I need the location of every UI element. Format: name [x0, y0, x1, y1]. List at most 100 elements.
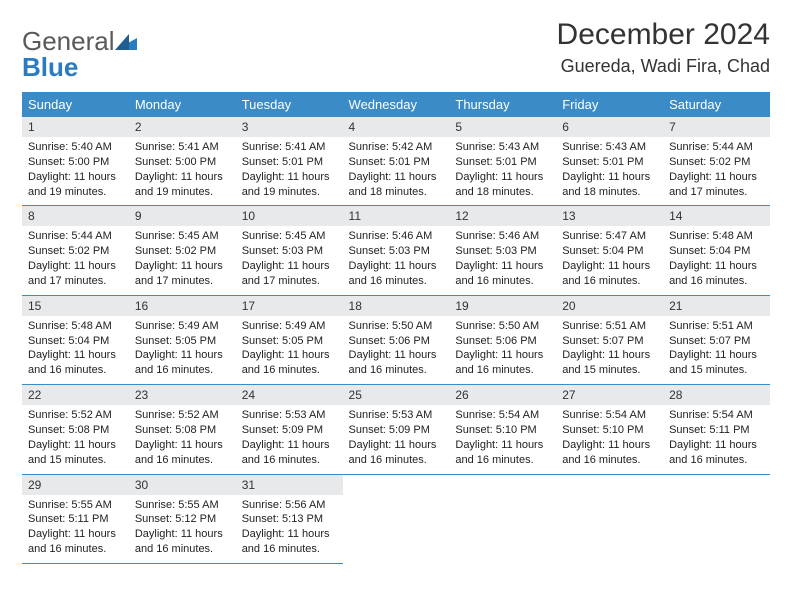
location: Guereda, Wadi Fira, Chad [557, 56, 770, 77]
day-details: Sunrise: 5:43 AMSunset: 5:01 PMDaylight:… [556, 137, 663, 205]
day-details: Sunrise: 5:46 AMSunset: 5:03 PMDaylight:… [343, 226, 450, 294]
calendar-week-row: 8Sunrise: 5:44 AMSunset: 5:02 PMDaylight… [22, 206, 770, 295]
calendar-day-cell: 25Sunrise: 5:53 AMSunset: 5:09 PMDayligh… [343, 385, 450, 474]
day-details: Sunrise: 5:51 AMSunset: 5:07 PMDaylight:… [556, 316, 663, 384]
day-number: 25 [343, 385, 450, 405]
calendar-day-cell: 23Sunrise: 5:52 AMSunset: 5:08 PMDayligh… [129, 385, 236, 474]
day-details: Sunrise: 5:41 AMSunset: 5:01 PMDaylight:… [236, 137, 343, 205]
day-number: 19 [449, 296, 556, 316]
day-details: Sunrise: 5:56 AMSunset: 5:13 PMDaylight:… [236, 495, 343, 563]
day-number: 17 [236, 296, 343, 316]
day-number: 7 [663, 117, 770, 137]
calendar-day-cell: 7Sunrise: 5:44 AMSunset: 5:02 PMDaylight… [663, 117, 770, 206]
logo: General Blue [22, 28, 137, 80]
calendar-day-cell: 13Sunrise: 5:47 AMSunset: 5:04 PMDayligh… [556, 206, 663, 295]
title-block: December 2024 Guereda, Wadi Fira, Chad [557, 18, 770, 77]
calendar-day-cell: 29Sunrise: 5:55 AMSunset: 5:11 PMDayligh… [22, 474, 129, 563]
calendar-day-cell: 3Sunrise: 5:41 AMSunset: 5:01 PMDaylight… [236, 117, 343, 206]
calendar-day-cell [343, 474, 450, 563]
weekday-header: Tuesday [236, 92, 343, 117]
day-details: Sunrise: 5:54 AMSunset: 5:10 PMDaylight:… [449, 405, 556, 473]
day-number: 8 [22, 206, 129, 226]
day-details: Sunrise: 5:44 AMSunset: 5:02 PMDaylight:… [22, 226, 129, 294]
day-details: Sunrise: 5:48 AMSunset: 5:04 PMDaylight:… [22, 316, 129, 384]
day-details: Sunrise: 5:43 AMSunset: 5:01 PMDaylight:… [449, 137, 556, 205]
calendar-day-cell: 11Sunrise: 5:46 AMSunset: 5:03 PMDayligh… [343, 206, 450, 295]
day-number: 24 [236, 385, 343, 405]
day-details: Sunrise: 5:48 AMSunset: 5:04 PMDaylight:… [663, 226, 770, 294]
calendar-day-cell: 31Sunrise: 5:56 AMSunset: 5:13 PMDayligh… [236, 474, 343, 563]
logo-word-blue: Blue [22, 52, 78, 82]
calendar-day-cell: 16Sunrise: 5:49 AMSunset: 5:05 PMDayligh… [129, 295, 236, 384]
calendar-day-cell: 20Sunrise: 5:51 AMSunset: 5:07 PMDayligh… [556, 295, 663, 384]
day-details: Sunrise: 5:50 AMSunset: 5:06 PMDaylight:… [449, 316, 556, 384]
day-details: Sunrise: 5:45 AMSunset: 5:02 PMDaylight:… [129, 226, 236, 294]
day-details: Sunrise: 5:44 AMSunset: 5:02 PMDaylight:… [663, 137, 770, 205]
day-number: 22 [22, 385, 129, 405]
calendar-week-row: 15Sunrise: 5:48 AMSunset: 5:04 PMDayligh… [22, 295, 770, 384]
day-number: 20 [556, 296, 663, 316]
day-number: 9 [129, 206, 236, 226]
calendar-day-cell: 17Sunrise: 5:49 AMSunset: 5:05 PMDayligh… [236, 295, 343, 384]
day-number: 27 [556, 385, 663, 405]
day-number: 13 [556, 206, 663, 226]
day-number: 14 [663, 206, 770, 226]
day-number: 31 [236, 475, 343, 495]
calendar-day-cell: 6Sunrise: 5:43 AMSunset: 5:01 PMDaylight… [556, 117, 663, 206]
day-number: 28 [663, 385, 770, 405]
day-details: Sunrise: 5:55 AMSunset: 5:11 PMDaylight:… [22, 495, 129, 563]
day-number: 30 [129, 475, 236, 495]
calendar-day-cell: 24Sunrise: 5:53 AMSunset: 5:09 PMDayligh… [236, 385, 343, 474]
weekday-header: Wednesday [343, 92, 450, 117]
day-number: 16 [129, 296, 236, 316]
calendar-day-cell: 2Sunrise: 5:41 AMSunset: 5:00 PMDaylight… [129, 117, 236, 206]
weekday-header: Saturday [663, 92, 770, 117]
month-title: December 2024 [557, 18, 770, 52]
day-number: 12 [449, 206, 556, 226]
day-number: 4 [343, 117, 450, 137]
calendar-week-row: 1Sunrise: 5:40 AMSunset: 5:00 PMDaylight… [22, 117, 770, 206]
weekday-header: Sunday [22, 92, 129, 117]
calendar-day-cell: 1Sunrise: 5:40 AMSunset: 5:00 PMDaylight… [22, 117, 129, 206]
calendar-day-cell [663, 474, 770, 563]
calendar-day-cell [556, 474, 663, 563]
day-number: 18 [343, 296, 450, 316]
header: General Blue December 2024 Guereda, Wadi… [22, 18, 770, 80]
day-number: 29 [22, 475, 129, 495]
day-number: 3 [236, 117, 343, 137]
day-details: Sunrise: 5:50 AMSunset: 5:06 PMDaylight:… [343, 316, 450, 384]
day-number: 6 [556, 117, 663, 137]
day-number: 21 [663, 296, 770, 316]
calendar-day-cell: 21Sunrise: 5:51 AMSunset: 5:07 PMDayligh… [663, 295, 770, 384]
weekday-header: Friday [556, 92, 663, 117]
calendar-header-row: SundayMondayTuesdayWednesdayThursdayFrid… [22, 92, 770, 117]
calendar-day-cell: 18Sunrise: 5:50 AMSunset: 5:06 PMDayligh… [343, 295, 450, 384]
day-details: Sunrise: 5:53 AMSunset: 5:09 PMDaylight:… [236, 405, 343, 473]
calendar-day-cell: 9Sunrise: 5:45 AMSunset: 5:02 PMDaylight… [129, 206, 236, 295]
calendar-day-cell: 27Sunrise: 5:54 AMSunset: 5:10 PMDayligh… [556, 385, 663, 474]
day-number: 5 [449, 117, 556, 137]
logo-mark-icon [115, 32, 137, 50]
day-details: Sunrise: 5:52 AMSunset: 5:08 PMDaylight:… [22, 405, 129, 473]
day-details: Sunrise: 5:55 AMSunset: 5:12 PMDaylight:… [129, 495, 236, 563]
day-details: Sunrise: 5:51 AMSunset: 5:07 PMDaylight:… [663, 316, 770, 384]
day-details: Sunrise: 5:54 AMSunset: 5:10 PMDaylight:… [556, 405, 663, 473]
calendar-day-cell: 14Sunrise: 5:48 AMSunset: 5:04 PMDayligh… [663, 206, 770, 295]
calendar-day-cell: 8Sunrise: 5:44 AMSunset: 5:02 PMDaylight… [22, 206, 129, 295]
day-number: 10 [236, 206, 343, 226]
day-details: Sunrise: 5:47 AMSunset: 5:04 PMDaylight:… [556, 226, 663, 294]
weekday-header: Monday [129, 92, 236, 117]
calendar-day-cell: 19Sunrise: 5:50 AMSunset: 5:06 PMDayligh… [449, 295, 556, 384]
day-number: 26 [449, 385, 556, 405]
day-number: 2 [129, 117, 236, 137]
day-details: Sunrise: 5:53 AMSunset: 5:09 PMDaylight:… [343, 405, 450, 473]
day-details: Sunrise: 5:49 AMSunset: 5:05 PMDaylight:… [236, 316, 343, 384]
calendar-day-cell: 22Sunrise: 5:52 AMSunset: 5:08 PMDayligh… [22, 385, 129, 474]
day-number: 23 [129, 385, 236, 405]
calendar-day-cell: 15Sunrise: 5:48 AMSunset: 5:04 PMDayligh… [22, 295, 129, 384]
calendar-table: SundayMondayTuesdayWednesdayThursdayFrid… [22, 92, 770, 564]
day-number: 11 [343, 206, 450, 226]
logo-text: General Blue [22, 28, 137, 80]
day-details: Sunrise: 5:46 AMSunset: 5:03 PMDaylight:… [449, 226, 556, 294]
calendar-day-cell: 10Sunrise: 5:45 AMSunset: 5:03 PMDayligh… [236, 206, 343, 295]
